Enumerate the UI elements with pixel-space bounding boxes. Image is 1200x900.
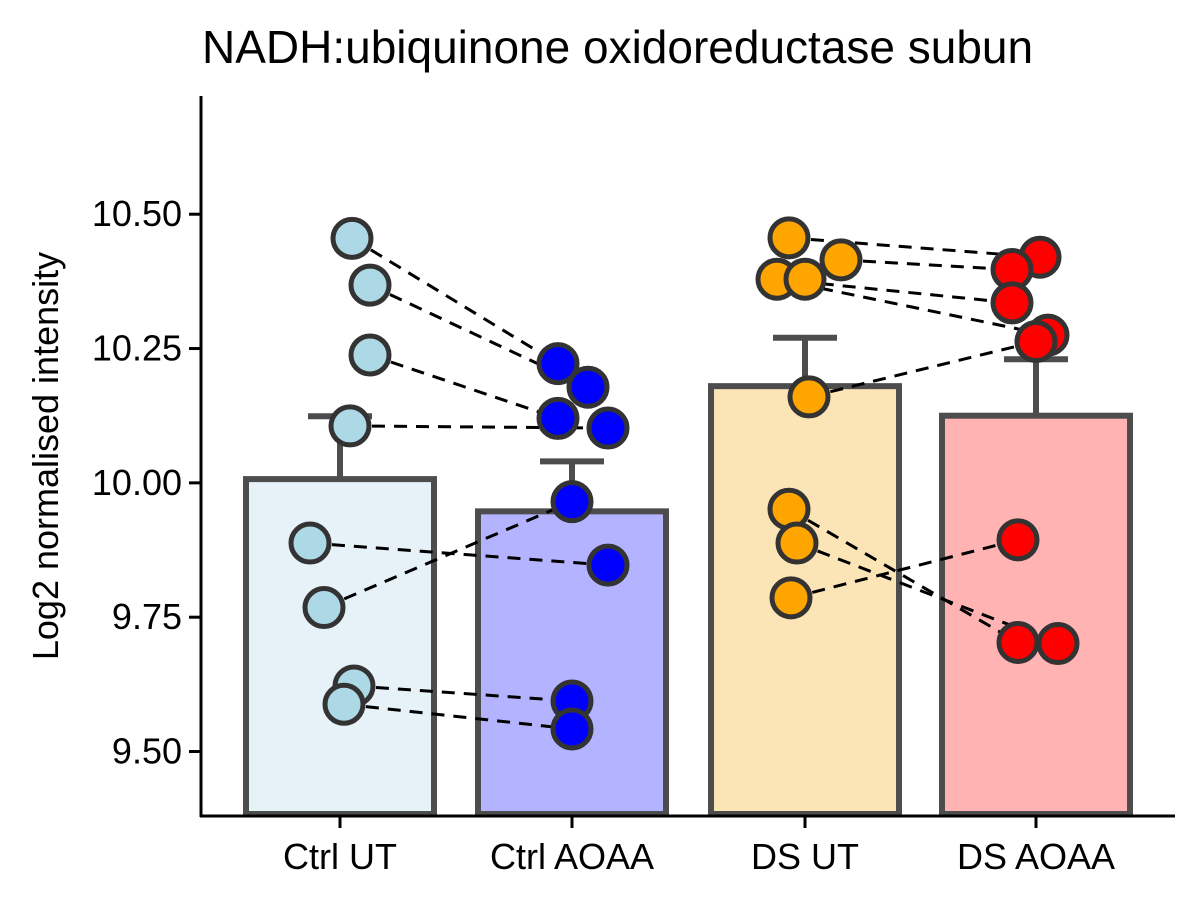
data-point (990, 281, 1034, 325)
x-tick-label: Ctrl AOAA (490, 836, 654, 877)
y-tick-label: 10.00 (92, 462, 182, 503)
x-ticks: Ctrl UT Ctrl AOAA DS UT DS AOAA (283, 816, 1115, 877)
y-tick-label: 9.75 (112, 596, 182, 637)
data-point (819, 238, 863, 282)
data-point (787, 375, 831, 419)
data-point (566, 365, 610, 409)
points-layer (288, 216, 1080, 751)
paired-line (790, 538, 1019, 600)
data-point (330, 216, 374, 260)
data-point (1014, 320, 1058, 364)
y-axis-label: Log2 normalised intensity (25, 252, 66, 660)
data-point (586, 406, 630, 450)
data-point (783, 257, 827, 301)
paired-line (353, 684, 573, 703)
data-point (775, 521, 819, 565)
paired-line (323, 500, 573, 609)
paired-line (776, 277, 1013, 305)
data-point (288, 521, 332, 565)
data-point (550, 707, 594, 751)
data-point (348, 263, 392, 307)
data-point (996, 518, 1040, 562)
y-ticks: 9.50 9.75 10.00 10.25 10.50 (92, 193, 201, 772)
paired-line (788, 507, 1019, 644)
data-point (536, 396, 580, 440)
paired-line (808, 340, 1037, 399)
paired-line (309, 541, 609, 567)
data-point (536, 342, 580, 386)
y-tick-label: 9.50 (112, 731, 182, 772)
data-point (550, 480, 594, 524)
data-point (769, 576, 813, 620)
paired-line (796, 541, 1059, 645)
data-point (302, 586, 346, 630)
bar (939, 412, 1133, 817)
data-point (328, 404, 372, 448)
bars-layer (243, 383, 1133, 817)
y-tick-label: 10.25 (92, 328, 182, 369)
data-point (1036, 622, 1080, 666)
data-point (996, 620, 1040, 664)
bar (475, 508, 669, 817)
x-tick-label: DS AOAA (957, 836, 1115, 877)
x-tick-label: Ctrl UT (283, 836, 397, 877)
x-tick-label: DS UT (751, 836, 859, 877)
paired-line (343, 702, 573, 731)
data-point (322, 682, 366, 726)
chart-title: NADH:ubiquinone oxidoreductase subun (202, 21, 1033, 73)
paired-line (369, 353, 559, 420)
data-point (586, 543, 630, 587)
data-point (348, 333, 392, 377)
bar (243, 476, 437, 817)
y-tick-label: 10.50 (92, 193, 182, 234)
data-point (767, 216, 811, 260)
paired-line (351, 237, 559, 365)
paired-line (840, 258, 1013, 272)
axes-layer (199, 96, 1175, 818)
